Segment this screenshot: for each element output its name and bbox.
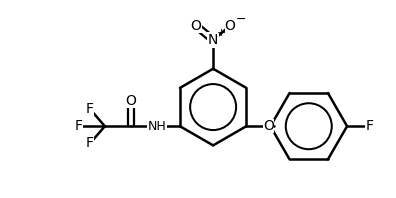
Text: O: O: [126, 94, 136, 108]
Text: O: O: [190, 19, 202, 33]
Text: F: F: [86, 102, 94, 116]
Text: O: O: [225, 19, 236, 33]
Text: O: O: [263, 119, 274, 133]
Text: F: F: [75, 119, 83, 133]
Text: F: F: [365, 119, 373, 133]
Text: $-$: $-$: [235, 12, 246, 25]
Text: F: F: [86, 136, 94, 150]
Text: $+$: $+$: [216, 28, 226, 38]
Text: NH: NH: [148, 120, 166, 133]
Text: N: N: [208, 33, 218, 47]
